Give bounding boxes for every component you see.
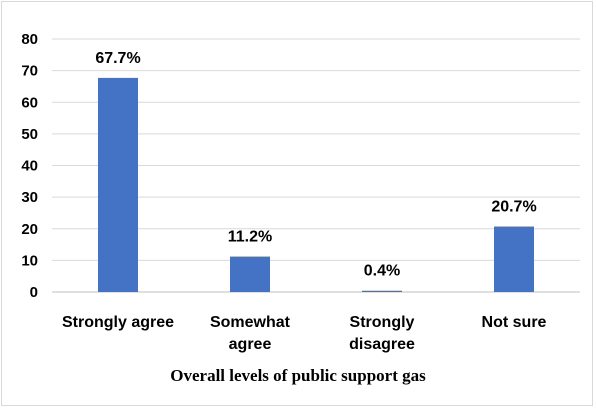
x-tick-label: Strongly agree	[62, 314, 174, 331]
bar	[494, 226, 534, 292]
x-tick-label: disagree	[349, 336, 415, 353]
y-tick-label: 50	[21, 126, 38, 143]
x-tick-label: Strongly	[350, 314, 415, 331]
y-tick-label: 0	[30, 284, 38, 301]
y-tick-label: 10	[21, 252, 38, 269]
x-tick-label: Not sure	[482, 314, 547, 331]
x-tick-label: agree	[229, 336, 272, 353]
bar	[230, 256, 270, 292]
bar	[98, 77, 138, 293]
y-tick-label: 80	[21, 31, 38, 48]
y-tick-label: 60	[21, 94, 38, 111]
data-label: 11.2%	[228, 229, 272, 246]
y-tick-label: 70	[21, 63, 38, 80]
data-label: 20.7%	[491, 199, 536, 216]
data-label: 0.4%	[364, 263, 400, 280]
x-axis-title: Overall levels of public support gas	[170, 366, 426, 385]
bar	[362, 290, 402, 292]
y-tick-label: 40	[21, 158, 38, 175]
data-label: 67.7%	[95, 50, 140, 67]
y-tick-label: 30	[21, 189, 38, 206]
x-tick-label: Somewhat	[210, 314, 291, 331]
y-tick-label: 20	[21, 221, 38, 238]
